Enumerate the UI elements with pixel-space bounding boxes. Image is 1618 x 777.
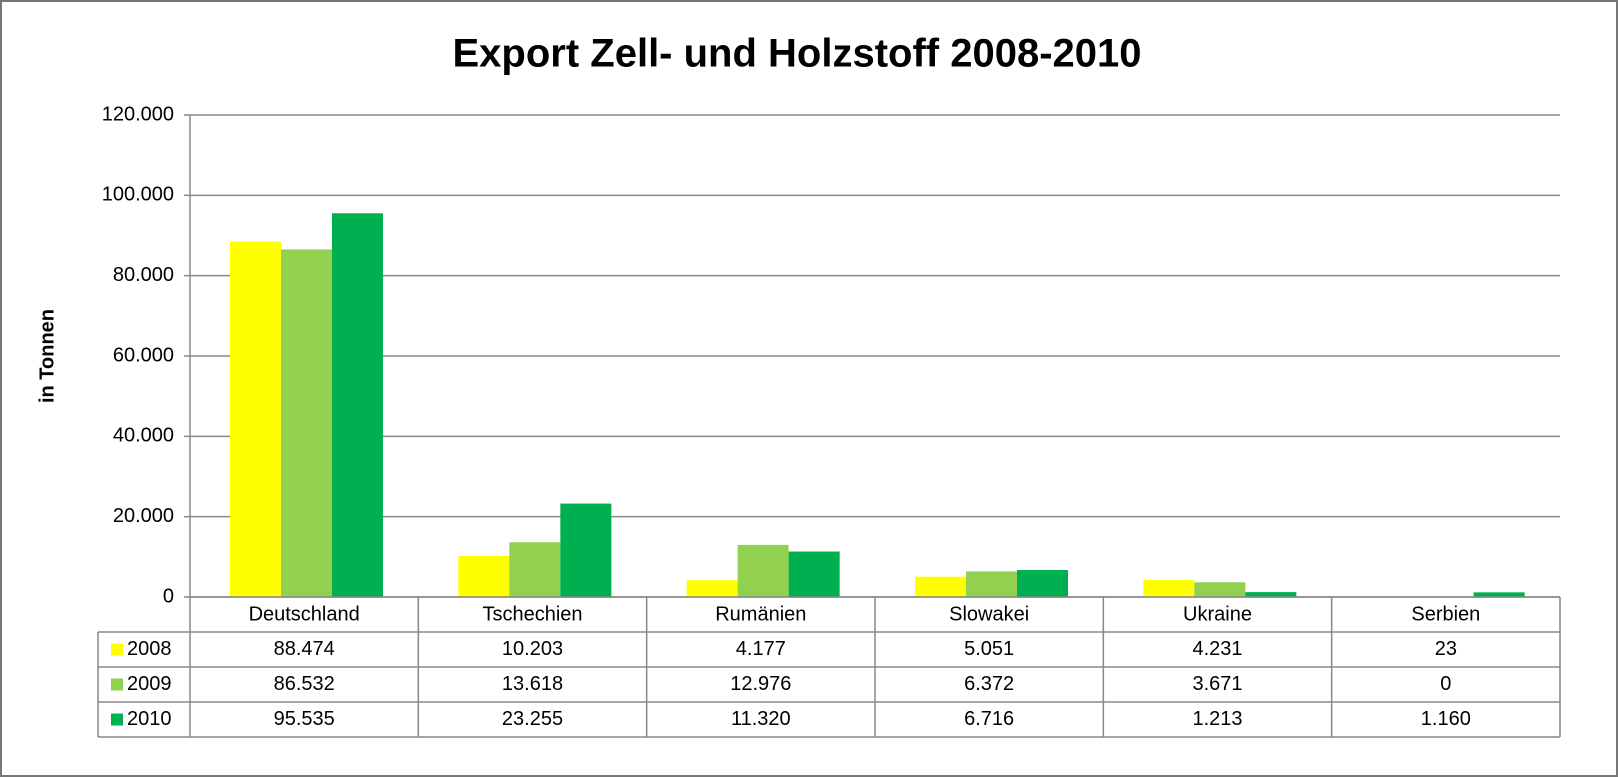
table-value: 12.976: [730, 673, 791, 695]
bar: [281, 249, 332, 597]
bar: [560, 503, 612, 597]
table-value: 4.177: [736, 638, 786, 660]
table-value: 5.051: [964, 638, 1014, 660]
chart-title: Export Zell- und Holzstoff 2008-2010: [452, 32, 1141, 76]
y-tick-label: 20.000: [113, 505, 174, 527]
table-value: 0: [1440, 673, 1451, 695]
legend-swatch: [111, 678, 123, 691]
x-tick-label: Tschechien: [482, 603, 582, 625]
bar: [1017, 570, 1068, 597]
y-axis-label: in Tonnen: [36, 309, 58, 403]
bar: [509, 542, 561, 597]
table-value: 6.372: [964, 673, 1014, 695]
bar: [230, 241, 281, 597]
bar: [1194, 582, 1246, 597]
table-value: 6.716: [964, 708, 1014, 730]
y-tick-label: 100.000: [102, 184, 174, 206]
legend-label: 2008: [127, 638, 172, 660]
table-value: 1.160: [1421, 708, 1471, 730]
bar: [458, 556, 510, 597]
bar: [686, 580, 738, 597]
x-tick-label: Serbien: [1411, 603, 1480, 625]
bar: [915, 576, 966, 597]
legend-label: 2009: [127, 673, 172, 695]
bar: [1245, 592, 1297, 597]
bar: [1473, 592, 1525, 597]
table-value: 11.320: [731, 708, 791, 730]
bar: [332, 213, 383, 597]
table-value: 10.203: [502, 638, 563, 660]
bar: [788, 551, 840, 597]
x-tick-label: Deutschland: [249, 603, 360, 625]
bar: [966, 571, 1017, 597]
table-value: 95.535: [274, 708, 335, 730]
bar: [737, 544, 789, 597]
bar: [1143, 580, 1195, 597]
table-value: 88.474: [274, 638, 335, 660]
y-tick-label: 40.000: [113, 425, 174, 447]
table-value: 1.213: [1192, 708, 1242, 730]
table-value: 13.618: [502, 673, 563, 695]
x-tick-label: Slowakei: [949, 603, 1029, 625]
y-tick-label: 120.000: [102, 103, 174, 125]
y-tick-label: 0: [163, 585, 174, 607]
legend-label: 2010: [127, 708, 172, 730]
table-value: 86.532: [274, 673, 335, 695]
x-tick-label: Rumänien: [715, 603, 806, 625]
legend-swatch: [111, 713, 123, 726]
y-tick-label: 80.000: [113, 264, 174, 286]
x-tick-label: Ukraine: [1183, 603, 1252, 625]
table-value: 23.255: [502, 708, 563, 730]
table-value: 4.231: [1192, 638, 1242, 660]
legend-swatch: [111, 643, 123, 656]
table-value: 23: [1435, 638, 1457, 660]
table-value: 3.671: [1192, 673, 1242, 695]
y-tick-label: 60.000: [113, 344, 174, 366]
